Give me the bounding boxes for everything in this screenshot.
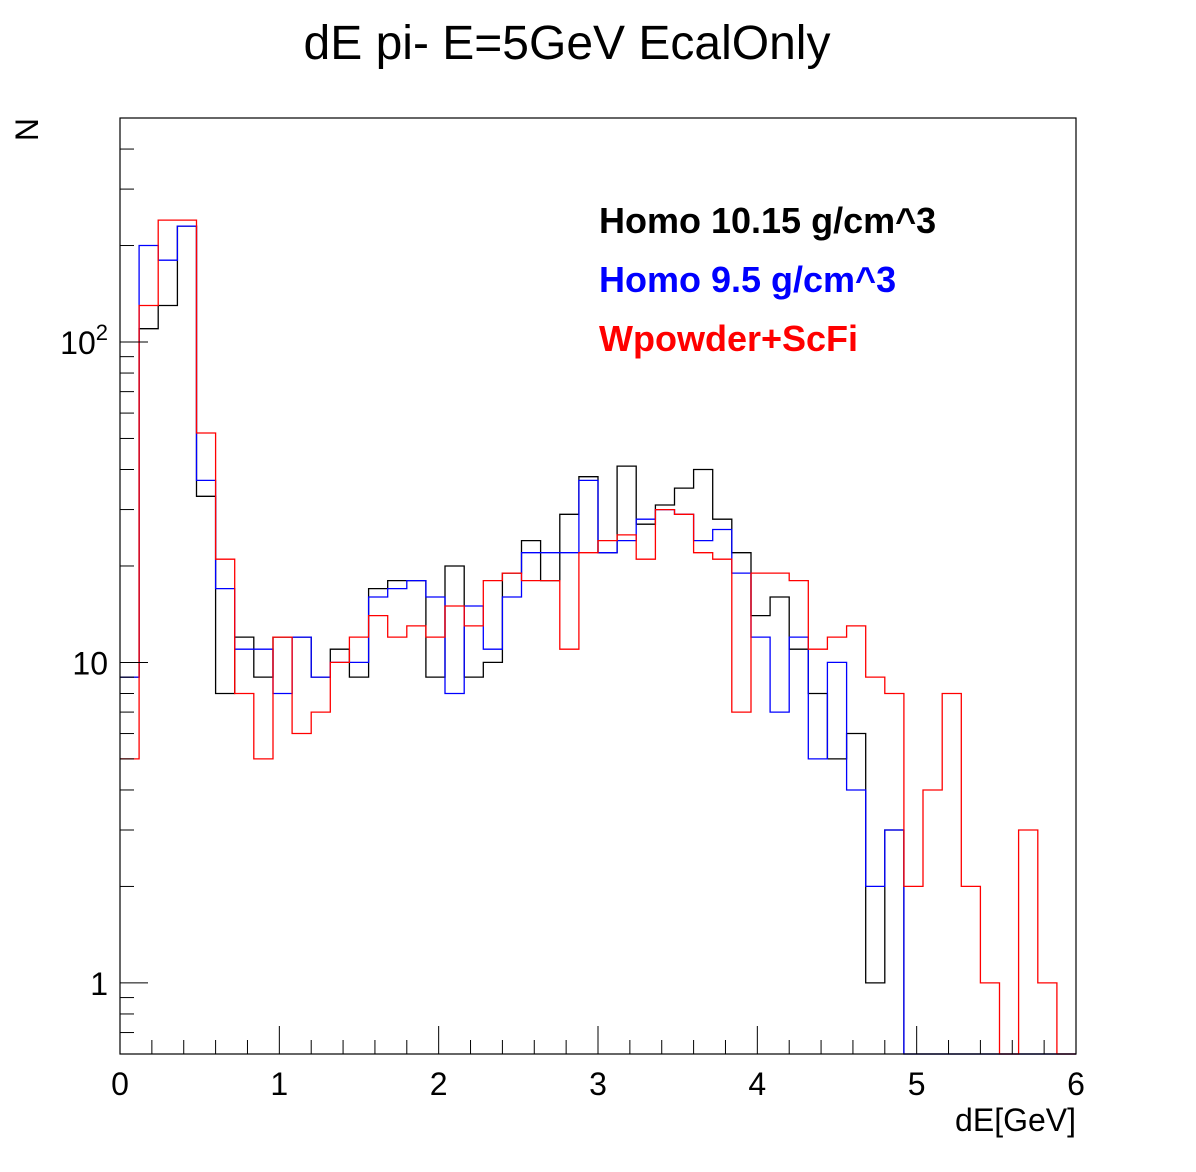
y-tick-label: 102 <box>60 320 108 361</box>
y-tick-label: 1 <box>90 966 108 1002</box>
series-layer <box>120 219 1076 1055</box>
legend-entry-1: Homo 10.15 g/cm^3 <box>599 200 936 241</box>
legend: Homo 10.15 g/cm^3 Homo 9.5 g/cm^3 Wpowder+… <box>599 200 936 359</box>
legend-entry-2: Homo 9.5 g/cm^3 <box>599 259 896 300</box>
x-axis-title: dE[GeV] <box>955 1102 1076 1138</box>
legend-entry-3: Wpowder+ScFi <box>599 318 858 359</box>
axis-ticks <box>119 117 1077 1055</box>
chart-title: dE pi- E=5GeV EcalOnly <box>304 17 831 70</box>
y-axis-title: N <box>9 118 45 141</box>
x-tick-label: 2 <box>430 1066 448 1102</box>
y-tick-label: 10 <box>72 645 108 681</box>
x-tick-label: 5 <box>908 1066 926 1102</box>
histogram-series-3 <box>120 219 1076 1055</box>
x-tick-label: 1 <box>270 1066 288 1102</box>
x-tick-label: 6 <box>1067 1066 1085 1102</box>
x-tick-label: 4 <box>748 1066 766 1102</box>
x-tick-label: 0 <box>111 1066 129 1102</box>
tick-labels: 0 1 2 3 4 5 6 1 10 102 <box>60 320 1085 1102</box>
histogram-series-1 <box>120 225 1076 1055</box>
x-tick-label: 3 <box>589 1066 607 1102</box>
